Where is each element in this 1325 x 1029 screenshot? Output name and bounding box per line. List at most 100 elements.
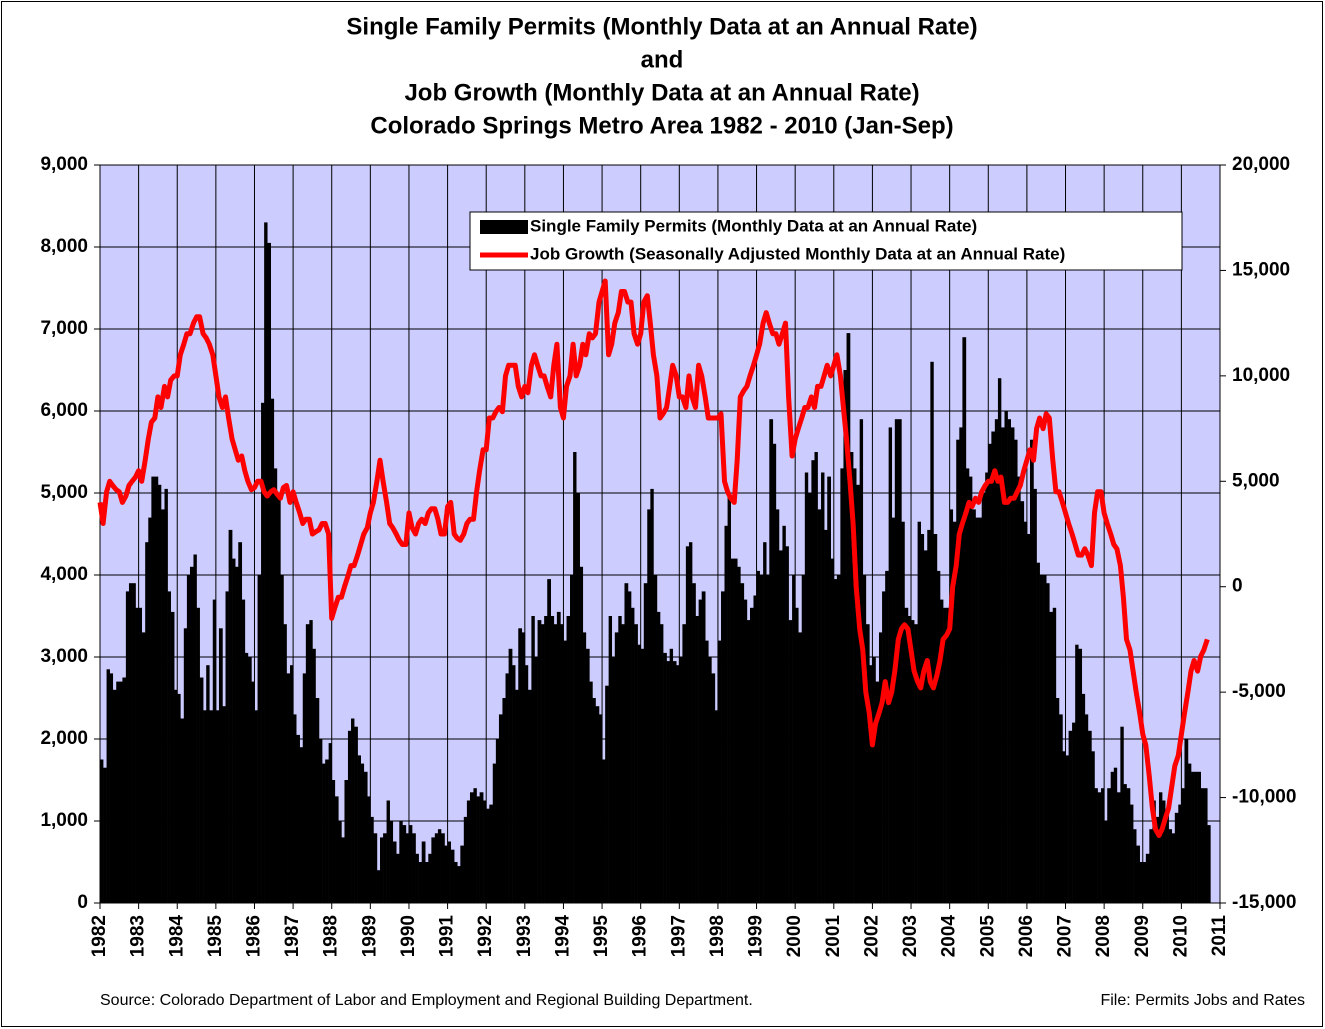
x-tick-label: 1993: [514, 915, 535, 957]
bar: [1113, 767, 1118, 903]
legend-swatch: [480, 220, 528, 234]
bar: [261, 402, 265, 903]
bar: [1049, 611, 1054, 903]
x-tick-label: 1983: [128, 915, 149, 957]
bar: [315, 698, 320, 903]
bar: [1178, 804, 1182, 903]
bar: [981, 493, 986, 903]
bar: [827, 476, 832, 903]
bar: [917, 521, 921, 903]
y2-tick-label: 20,000: [1232, 154, 1290, 175]
bar: [650, 488, 654, 903]
bar: [1139, 862, 1144, 903]
bar: [914, 624, 918, 903]
bar: [595, 706, 600, 903]
bar: [199, 677, 204, 903]
bar: [527, 689, 532, 903]
bar: [486, 808, 490, 903]
y-tick-label: 5,000: [40, 482, 88, 503]
bar: [473, 788, 477, 903]
bar: [563, 640, 567, 903]
bar: [238, 542, 243, 903]
bar: [1133, 829, 1137, 903]
bar: [988, 443, 992, 903]
bar: [1203, 788, 1208, 903]
y2-tick-label: 10,000: [1232, 365, 1290, 386]
x-tick-label: 2000: [784, 915, 805, 957]
bar: [1084, 714, 1089, 903]
bar: [672, 661, 677, 903]
x-tick-label: 1995: [591, 915, 612, 958]
bar: [637, 644, 641, 903]
bar: [302, 673, 307, 903]
bar: [660, 624, 664, 903]
bar: [730, 558, 735, 903]
bar: [582, 632, 587, 903]
bar: [196, 607, 200, 903]
bar: [415, 853, 419, 903]
bar: [698, 599, 703, 903]
bar: [891, 517, 896, 903]
bar: [669, 648, 674, 903]
bar: [180, 718, 185, 903]
bar: [1055, 698, 1060, 903]
x-tick-label: 1987: [282, 915, 303, 957]
bar: [209, 710, 214, 903]
bar: [161, 509, 165, 903]
bar: [618, 616, 622, 903]
bar: [1174, 812, 1179, 903]
bar: [386, 800, 390, 903]
bar: [621, 624, 625, 903]
bar: [276, 493, 281, 903]
bar: [804, 472, 809, 903]
bar: [711, 673, 716, 903]
bar: [949, 509, 954, 903]
bar: [830, 558, 835, 903]
x-tick-label: 2003: [900, 915, 921, 957]
bar: [740, 583, 745, 903]
bar: [573, 452, 577, 903]
bar: [357, 755, 361, 903]
bar: [1149, 829, 1153, 903]
bar: [727, 493, 731, 903]
bar: [463, 816, 468, 903]
bar: [389, 821, 394, 903]
bar: [1116, 792, 1121, 903]
bar: [1062, 751, 1066, 903]
bar: [904, 607, 909, 903]
bar: [959, 427, 963, 903]
bar: [383, 833, 387, 903]
bar: [1046, 583, 1050, 903]
bar: [705, 640, 709, 903]
bar: [956, 439, 960, 903]
x-tick-label: 1994: [552, 915, 573, 958]
bar: [875, 681, 880, 903]
bar: [251, 681, 255, 903]
bar: [460, 845, 465, 903]
x-tick-label: 2008: [1093, 915, 1114, 957]
bar: [457, 866, 461, 903]
bar: [753, 595, 757, 903]
bar: [1072, 722, 1076, 903]
bar: [119, 681, 123, 903]
bar: [222, 706, 226, 903]
bar: [441, 833, 445, 903]
bar: [135, 607, 139, 903]
bar: [978, 517, 983, 903]
bar: [541, 624, 545, 903]
bar: [286, 673, 291, 903]
bar: [167, 591, 171, 903]
bar: [653, 575, 658, 903]
bar: [679, 657, 683, 903]
bar: [347, 730, 352, 903]
bar: [888, 427, 893, 903]
bar: [1033, 488, 1037, 903]
bar: [270, 398, 275, 903]
bar: [148, 517, 152, 903]
x-tick-label: 2010: [1170, 915, 1191, 957]
bar: [296, 734, 300, 903]
bar: [512, 665, 516, 903]
bar: [132, 583, 136, 903]
bar: [254, 710, 258, 903]
